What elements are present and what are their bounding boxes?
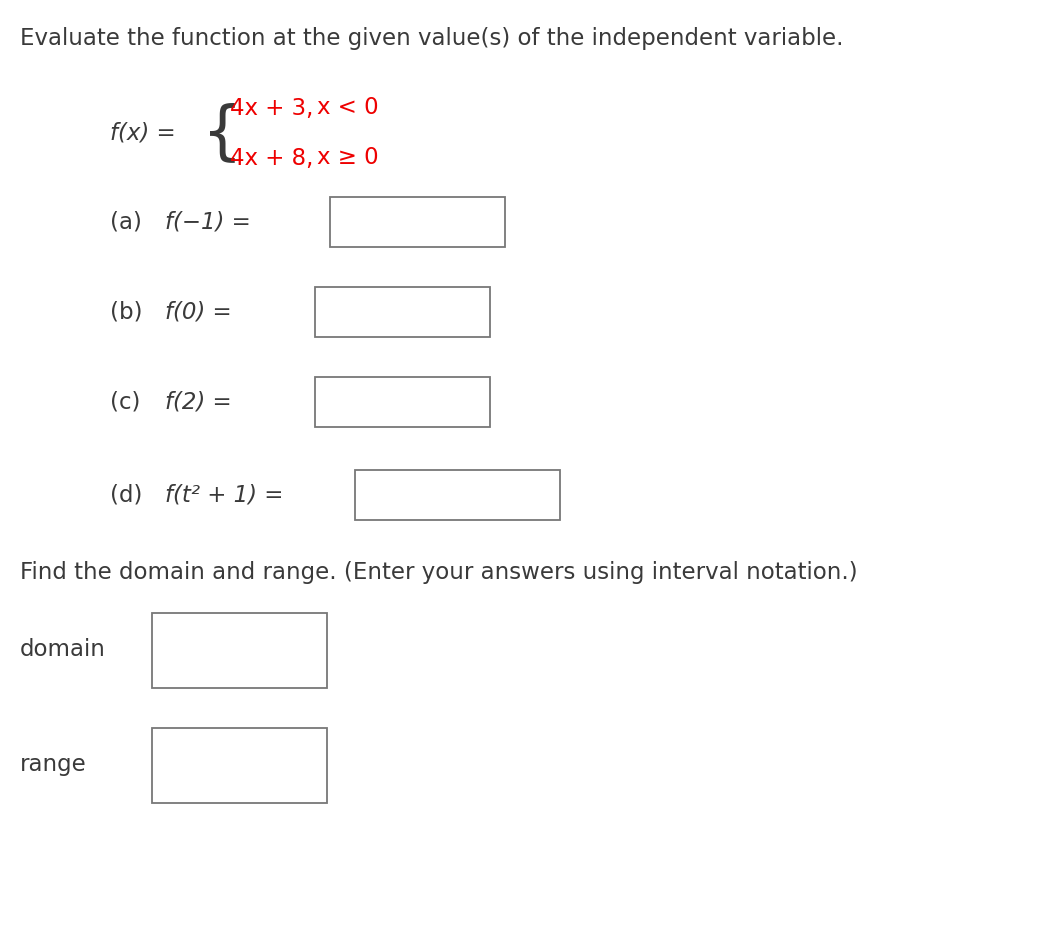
Text: {: { [202,102,243,164]
Text: (d): (d) [110,483,143,507]
Text: x < 0: x < 0 [317,96,379,120]
Text: x ≥ 0: x ≥ 0 [317,147,379,170]
Text: f(x) =: f(x) = [110,122,176,144]
Text: f(0) =: f(0) = [165,300,232,323]
Text: (a): (a) [110,210,142,234]
Text: 4x + 3,: 4x + 3, [230,96,314,120]
Text: range: range [20,754,87,776]
Bar [315,377,491,427]
Text: (c): (c) [110,391,140,414]
Text: Evaluate the function at the given value(s) of the independent variable.: Evaluate the function at the given value… [20,26,844,50]
Bar [152,727,327,803]
Bar [330,197,505,247]
Text: domain: domain [20,639,106,661]
Bar [355,470,560,520]
Text: f(t² + 1) =: f(t² + 1) = [165,483,283,507]
Bar [315,287,491,337]
Text: 4x + 8,: 4x + 8, [230,147,314,170]
Bar [152,612,327,688]
Text: Find the domain and range. (Enter your answers using interval notation.): Find the domain and range. (Enter your a… [20,560,858,583]
Text: f(2) =: f(2) = [165,391,232,414]
Text: (b): (b) [110,300,143,323]
Text: f(−1) =: f(−1) = [165,210,251,234]
